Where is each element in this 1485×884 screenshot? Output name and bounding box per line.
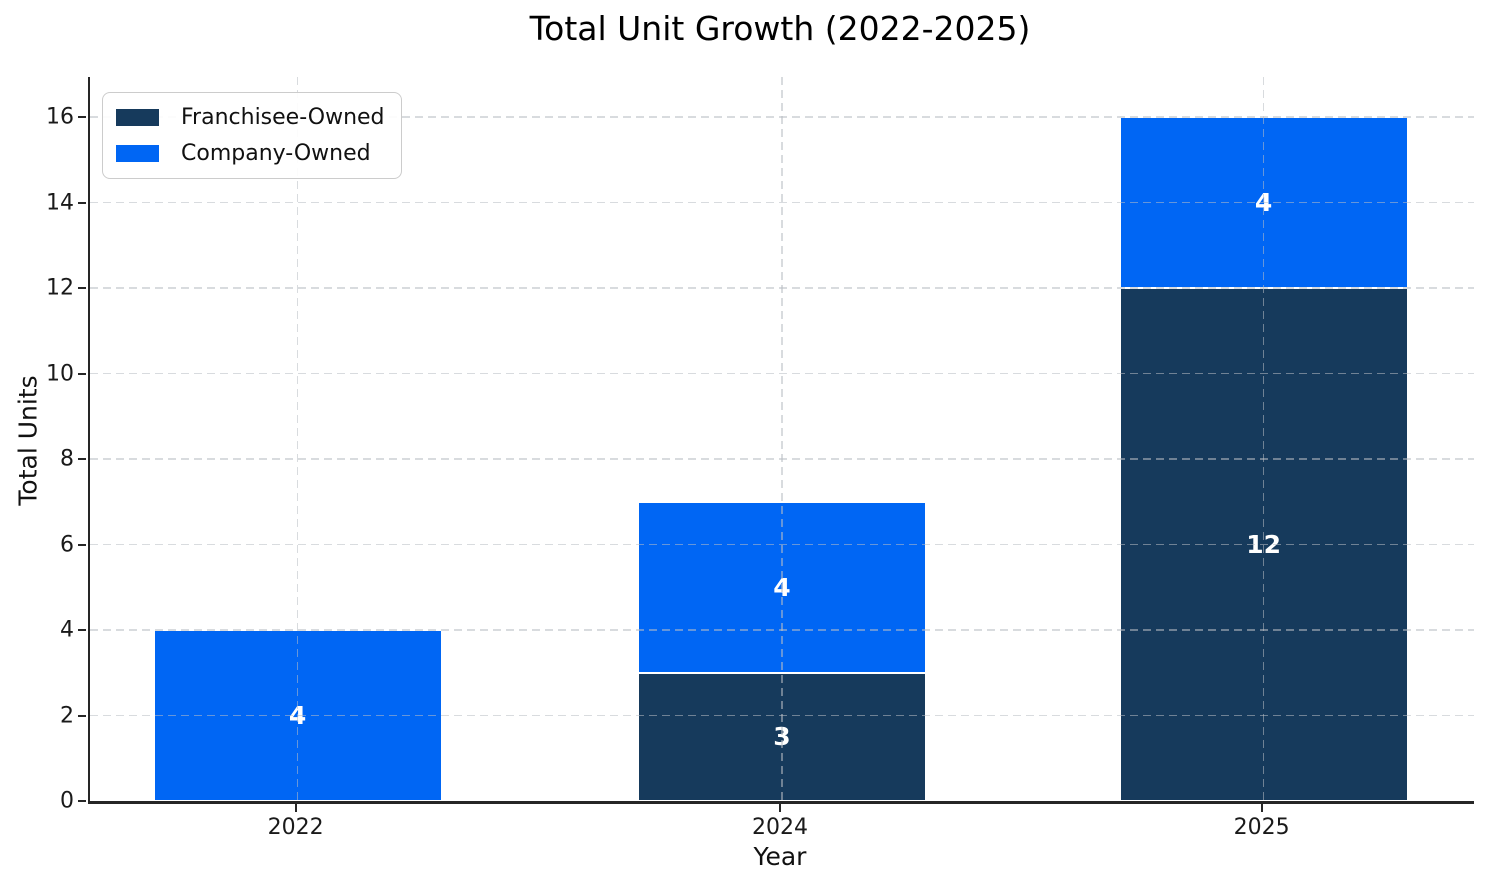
y-tick-label: 16 [46, 104, 74, 130]
bar-value-label: 12 [1246, 530, 1282, 560]
y-tick-label: 12 [46, 275, 74, 301]
legend-item-franchisee-owned: Franchisee-Owned [116, 104, 385, 131]
y-tick-mark [77, 372, 86, 375]
legend-swatch-company-owned [116, 145, 159, 162]
bar-segment-franchisee-owned-2024: 3 [638, 672, 926, 801]
legend-label-franchisee-owned: Franchisee-Owned [181, 105, 385, 130]
bar-value-label: 4 [288, 701, 307, 730]
plot-area: Franchisee-Owned Company-Owned 4 3 4 12 4 [88, 77, 1474, 804]
y-tick-label: 10 [46, 361, 74, 387]
y-tick-mark [77, 458, 86, 461]
y-tick-mark [77, 116, 86, 119]
y-tick-mark [77, 629, 86, 632]
x-tick-mark [294, 804, 297, 812]
x-axis-label: Year [753, 842, 807, 871]
bar-value-label: 4 [773, 572, 791, 602]
legend: Franchisee-Owned Company-Owned [102, 92, 402, 179]
legend-swatch-franchisee-owned [116, 109, 159, 126]
legend-label-company-owned: Company-Owned [181, 141, 371, 166]
bar-segment-company-owned-2022: 4 [153, 630, 442, 801]
x-tick-mark [1260, 804, 1263, 812]
y-tick-label: 2 [60, 703, 74, 729]
x-tick-mark [779, 804, 781, 812]
y-tick-mark [77, 287, 86, 290]
y-tick-label: 0 [60, 788, 74, 814]
y-tick-label: 6 [60, 532, 74, 558]
chart-title: Total Unit Growth (2022-2025) [529, 9, 1031, 48]
y-tick-label: 4 [60, 617, 74, 643]
bar-value-label: 4 [1254, 188, 1273, 218]
x-tick-label: 2024 [752, 815, 808, 840]
x-tick-label: 2025 [1233, 815, 1290, 840]
legend-item-company-owned: Company-Owned [116, 140, 385, 167]
y-tick-mark [77, 714, 86, 717]
bar-segment-company-owned-2024: 4 [638, 501, 926, 673]
y-tick-mark [77, 201, 86, 204]
y-tick-mark [77, 543, 86, 546]
y-tick-mark [77, 800, 86, 802]
x-tick-label: 2022 [267, 815, 324, 840]
y-tick-label: 8 [60, 446, 74, 472]
bar-segment-company-owned-2025: 4 [1119, 117, 1408, 289]
y-tick-label: 14 [46, 190, 74, 216]
bar-value-label: 3 [773, 722, 791, 752]
bar-segment-franchisee-owned-2025: 12 [1119, 288, 1408, 801]
